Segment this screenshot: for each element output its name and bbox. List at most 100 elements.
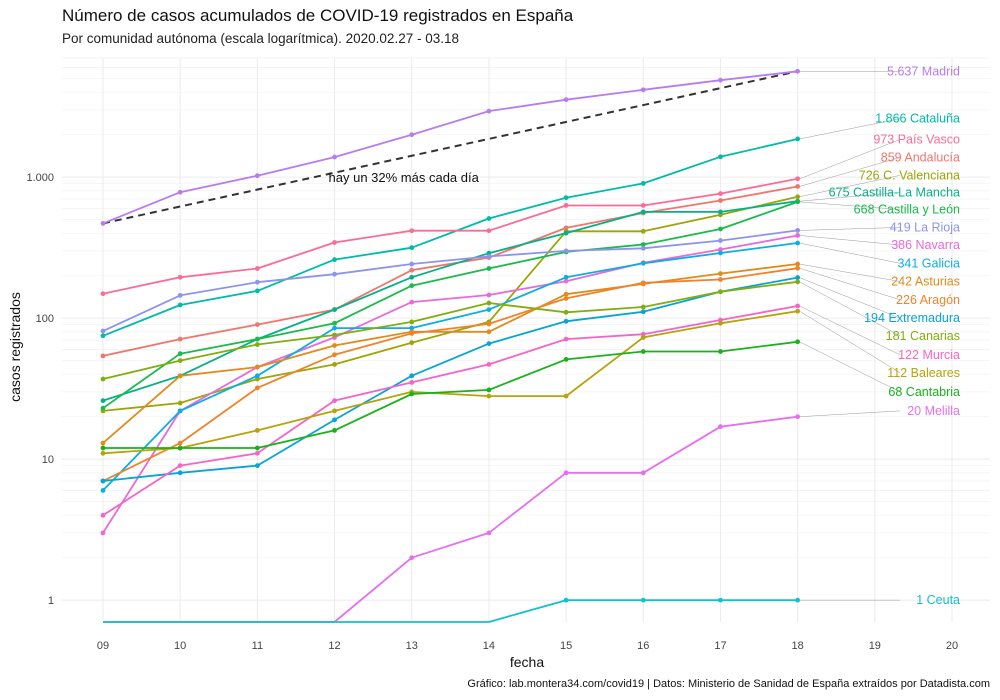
data-point: [409, 319, 415, 325]
data-point: [640, 260, 646, 266]
data-point: [718, 320, 723, 326]
data-point: [100, 512, 106, 518]
data-point: [254, 288, 260, 294]
x-tick-label: 16: [637, 640, 649, 652]
leader-line: [799, 410, 901, 417]
data-point: [486, 530, 492, 536]
data-point: [100, 478, 106, 484]
data-point: [100, 353, 106, 359]
data-point: [718, 209, 723, 215]
series-cataluna: [100, 136, 801, 339]
end-label-pais-vasco: 973 País Vasco: [873, 132, 960, 146]
data-point: [486, 266, 492, 271]
series-madrid: [100, 68, 801, 226]
data-point: [332, 343, 337, 348]
data-point: [177, 408, 183, 414]
data-point: [640, 335, 646, 340]
series-pais-vasco: [100, 176, 801, 297]
data-point: [254, 385, 260, 391]
y-axis: 1 10 100 1.000: [26, 172, 54, 607]
data-point: [409, 299, 415, 305]
data-point: [718, 247, 723, 252]
data-point: [640, 304, 646, 310]
data-point: [486, 300, 492, 306]
end-label-aragon: 226 Aragón: [896, 293, 960, 307]
data-point: [486, 307, 492, 313]
data-point: [640, 203, 646, 208]
y-axis-title: casos registrados: [7, 292, 23, 402]
trend-annotation: hay un 32% más cada día: [329, 170, 480, 185]
leader-line: [799, 281, 901, 336]
data-point: [409, 283, 415, 289]
data-point: [100, 440, 106, 446]
leader-line: [799, 139, 901, 180]
data-point: [177, 358, 183, 364]
data-point: [795, 265, 801, 271]
data-point: [177, 336, 183, 342]
data-point: [640, 245, 646, 251]
data-point: [718, 238, 723, 243]
data-point: [486, 321, 492, 327]
data-point: [718, 349, 723, 354]
x-axis: 09 10 11 12 13 14 15 16 17 18 19 20: [97, 640, 958, 652]
x-axis-title: fecha: [510, 654, 544, 670]
data-point: [332, 332, 337, 338]
x-tick-label: 19: [869, 640, 881, 652]
data-point: [254, 450, 260, 456]
data-point: [718, 198, 723, 203]
series-melilla: [103, 414, 801, 623]
x-tick-label: 14: [483, 640, 495, 652]
data-point: [409, 267, 415, 273]
data-point: [795, 194, 801, 200]
data-point: [486, 329, 492, 335]
leader-line: [799, 242, 901, 264]
x-tick-label: 18: [792, 640, 804, 652]
data-point: [563, 296, 569, 301]
x-tick-label: 10: [174, 640, 186, 652]
data-point: [718, 154, 723, 160]
data-point: [795, 228, 801, 233]
end-label-melilla: 20 Melilla: [907, 404, 960, 418]
data-point: [254, 364, 260, 370]
series-line-pais-vasco: [102, 177, 798, 295]
data-point: [718, 250, 723, 256]
data-point: [486, 228, 492, 234]
data-point: [409, 380, 415, 385]
data-point: [795, 68, 801, 74]
data-point: [177, 189, 183, 195]
data-point: [100, 328, 106, 334]
leader-line: [799, 267, 901, 301]
end-label-castilla-la-mancha: 675 Castilla-La Mancha: [829, 185, 960, 199]
data-point: [563, 278, 569, 284]
data-point: [332, 257, 337, 263]
data-point: [640, 242, 646, 247]
leader-line: [799, 157, 901, 187]
data-point: [563, 203, 569, 208]
data-point: [795, 414, 801, 420]
data-point: [795, 303, 801, 309]
chart-subtitle: Por comunidad autónoma (escala logarítmi…: [62, 31, 459, 46]
data-point: [563, 336, 569, 342]
data-point: [177, 302, 183, 308]
series-aragon: [100, 265, 801, 484]
leader-line: [799, 277, 901, 319]
data-point: [640, 309, 646, 315]
data-point: [563, 356, 569, 362]
data-point: [177, 373, 183, 379]
data-point: [100, 530, 106, 536]
data-point: [795, 275, 801, 280]
data-point: [409, 274, 415, 280]
data-point: [563, 195, 569, 201]
end-label-canarias: 181 Canarias: [886, 329, 960, 343]
series-line-canarias: [102, 280, 798, 380]
end-label-murcia: 122 Murcia: [898, 348, 960, 362]
data-point: [563, 230, 569, 236]
data-point: [640, 349, 646, 354]
end-label-cataluna: 1.866 Cataluña: [875, 112, 960, 126]
data-point: [795, 308, 801, 314]
data-point: [486, 108, 492, 114]
data-point: [332, 398, 337, 404]
end-label-la-rioja: 419 La Rioja: [890, 220, 960, 234]
series-castilla-la-mancha: [100, 198, 801, 404]
data-point: [100, 488, 106, 493]
